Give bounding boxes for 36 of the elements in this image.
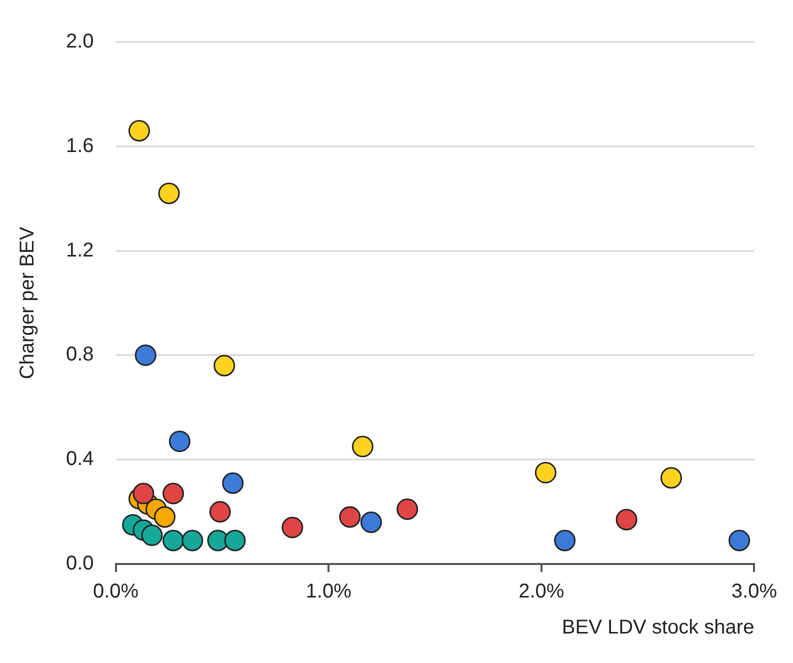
point — [360, 511, 382, 533]
point — [554, 530, 576, 552]
y-axis-title: Charger per BEV — [16, 226, 39, 380]
point — [214, 354, 236, 376]
point — [128, 120, 150, 142]
x-axis-title: BEV LDV stock share — [562, 616, 754, 639]
point — [224, 530, 246, 552]
point — [162, 530, 184, 552]
point — [728, 530, 750, 552]
point — [132, 482, 154, 504]
y-tick-label: 0.0 — [66, 552, 94, 575]
point — [209, 501, 231, 523]
point — [162, 482, 184, 504]
point — [158, 182, 180, 204]
point — [141, 524, 163, 546]
point — [660, 467, 682, 489]
point — [182, 530, 204, 552]
point — [222, 472, 244, 494]
y-tick-label: 1.6 — [66, 134, 94, 157]
point — [396, 498, 418, 520]
y-tick-label: 0.4 — [66, 448, 94, 470]
point — [134, 344, 156, 366]
x-tick-label: 2.0% — [518, 580, 564, 603]
point — [168, 430, 190, 452]
y-tick-label: 1.2 — [66, 239, 94, 262]
point — [339, 506, 361, 528]
y-tick-label: 2.0 — [66, 30, 94, 53]
x-tick-label: 0.0% — [93, 580, 139, 603]
point — [352, 436, 374, 458]
y-tick-label: 0.8 — [66, 344, 94, 366]
point — [154, 506, 176, 528]
point — [534, 462, 556, 484]
point — [616, 508, 638, 530]
point — [282, 516, 304, 538]
x-tick-label: 1.0% — [306, 580, 352, 603]
x-tick-label: 3.0% — [731, 580, 778, 603]
